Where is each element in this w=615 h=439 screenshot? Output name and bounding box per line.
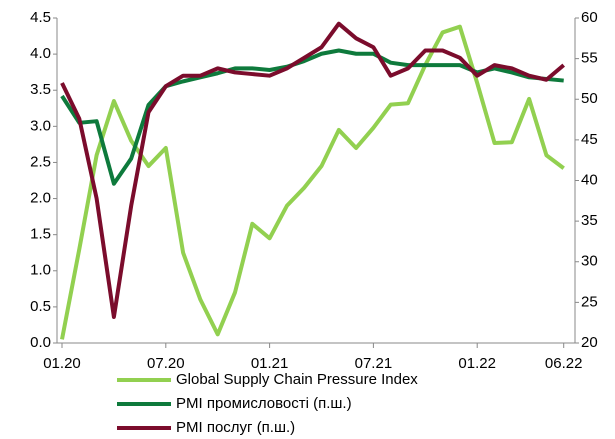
y2-tick-label: 40: [581, 171, 598, 188]
y2-tick-label: 20: [581, 334, 598, 351]
y2-tick-label: 55: [581, 50, 598, 67]
y2-tick-label: 35: [581, 212, 598, 229]
y-tick-label: 4.0: [30, 45, 51, 62]
x-tick-label: 01.20: [43, 355, 81, 372]
y2-tick-label: 30: [581, 253, 598, 270]
x-tick-label: 01.22: [458, 355, 496, 372]
y2-tick-label: 25: [581, 293, 598, 310]
line-series: [60, 24, 565, 340]
x-tick-label: 06.22: [545, 355, 583, 372]
legend-label: Global Supply Chain Pressure Index: [176, 371, 418, 388]
y-tick-label: 2.0: [30, 190, 51, 207]
legend-label: PMI промисловості (п.ш.): [176, 395, 352, 412]
x-tick-label: 07.20: [147, 355, 185, 372]
y-tick-label: 1.5: [30, 226, 51, 243]
y-tick-label: 4.5: [30, 9, 51, 26]
y-tick-label: 2.5: [30, 153, 51, 170]
y-tick-label: 0.0: [30, 334, 51, 351]
line-series: [60, 21, 565, 319]
y-tick-label: 3.5: [30, 81, 51, 98]
y-tick-label: 0.5: [30, 298, 51, 315]
x-tick-label: 07.21: [355, 355, 393, 372]
x-tick-label: 01.21: [251, 355, 289, 372]
y2-tick-label: 50: [581, 90, 598, 107]
y2-tick-label: 60: [581, 9, 598, 26]
y-tick-label: 1.0: [30, 262, 51, 279]
y2-tick-label: 45: [581, 131, 598, 148]
y-tick-label: 3.0: [30, 117, 51, 134]
legend-label: PMI послуг (п.ш.): [176, 419, 295, 436]
